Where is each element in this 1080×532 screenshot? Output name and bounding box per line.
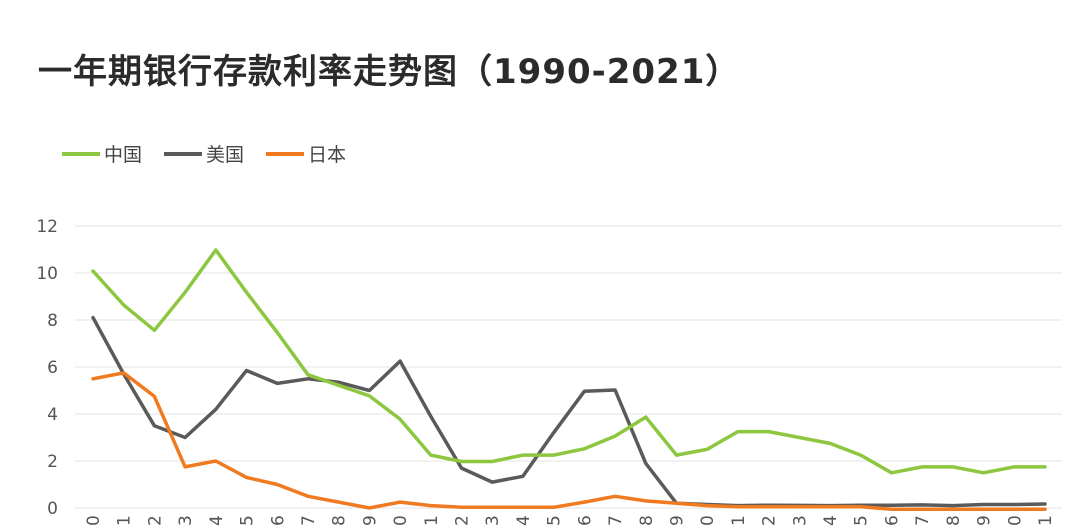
y-tick-label: 0 <box>47 499 58 519</box>
legend-swatch-china <box>62 151 100 156</box>
legend-item-china: 中国 <box>62 140 142 167</box>
series-lines <box>91 248 1047 511</box>
x-tick-label: 9 <box>360 515 380 526</box>
y-tick-label: 12 <box>36 217 58 237</box>
x-tick-label: 2 <box>453 515 473 526</box>
y-tick-label: 8 <box>47 311 58 331</box>
x-tick-label: 2 <box>760 515 780 526</box>
usa-line <box>91 315 1047 508</box>
y-tick-label: 10 <box>36 264 58 284</box>
x-tick-label: 5 <box>238 515 258 526</box>
x-tick-label: 0 <box>84 515 104 526</box>
x-tick-label: 7 <box>913 515 933 526</box>
x-tick-label: 4 <box>207 515 227 526</box>
legend-swatch-usa <box>164 151 203 156</box>
y-axis-ticks: 0 2 4 6 8 10 12 <box>36 217 58 519</box>
x-tick-label: 3 <box>483 515 503 526</box>
legend-item-usa: 美国 <box>164 140 244 167</box>
x-tick-label: 5 <box>545 515 565 526</box>
x-tick-label: 6 <box>882 515 902 526</box>
china-line <box>91 248 1047 475</box>
legend-item-japan: 日本 <box>266 140 346 167</box>
x-tick-label: 3 <box>176 515 196 526</box>
x-tick-label: 2 <box>145 515 165 526</box>
x-tick-label: 1 <box>422 515 442 526</box>
y-tick-label: 4 <box>47 405 58 425</box>
x-tick-label: 8 <box>330 515 350 526</box>
legend-label-japan: 日本 <box>308 144 347 166</box>
x-tick-label: 1 <box>729 515 749 526</box>
x-tick-label: 6 <box>268 515 288 526</box>
x-tick-label: 0 <box>698 515 718 526</box>
x-tick-label: 1 <box>1036 515 1056 526</box>
x-tick-label: 5 <box>852 515 872 526</box>
x-tick-label: 7 <box>299 515 319 526</box>
x-tick-label: 9 <box>667 515 687 526</box>
y-tick-label: 6 <box>47 358 58 378</box>
x-tick-label: 8 <box>944 515 964 526</box>
x-tick-label: 4 <box>514 515 534 526</box>
chart-title: 一年期银行存款利率走势图（1990-2021） <box>38 52 741 92</box>
x-tick-label: 7 <box>606 515 626 526</box>
x-tick-label: 8 <box>637 515 657 526</box>
legend-label-usa: 美国 <box>206 144 245 166</box>
x-tick-label: 3 <box>790 515 810 526</box>
x-tick-label: 1 <box>115 515 135 526</box>
y-tick-label: 2 <box>47 452 58 472</box>
legend-label-china: 中国 <box>104 144 143 166</box>
x-tick-label: 0 <box>391 515 411 526</box>
x-tick-label: 6 <box>575 515 595 526</box>
x-tick-label: 0 <box>1005 515 1025 526</box>
x-tick-label: 9 <box>975 515 995 526</box>
japan-line <box>91 371 1047 511</box>
legend-swatch-japan <box>266 151 305 156</box>
x-tick-label: 4 <box>821 515 841 526</box>
legend: 中国 美国 日本 <box>62 140 346 167</box>
